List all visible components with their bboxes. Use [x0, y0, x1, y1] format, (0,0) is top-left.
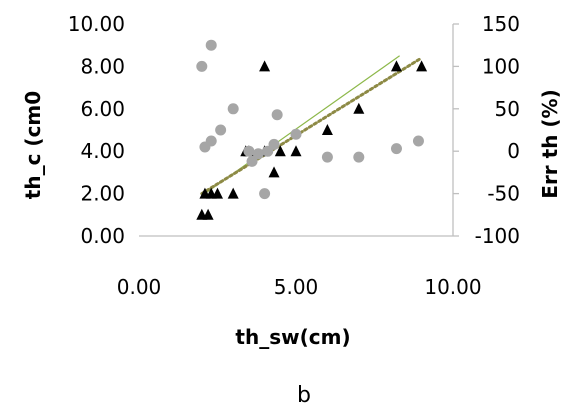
x-tick-label: 5.00 — [274, 275, 319, 299]
x-tick-label: 10.00 — [424, 275, 481, 299]
left-y-tick-label: 4.00 — [80, 139, 125, 163]
error-circle-point — [205, 39, 217, 51]
thickness-triangle-point — [390, 60, 402, 72]
thickness-triangle-point — [353, 102, 365, 114]
panel-caption: b — [297, 383, 311, 408]
error-circle-point — [246, 155, 258, 167]
right-y-tick-label: 100 — [482, 54, 520, 78]
error-circle-point — [268, 138, 280, 150]
thickness-triangle-point — [321, 124, 333, 135]
right-y-axis-title: Err th (%) — [538, 89, 562, 198]
thickness-triangle-point — [268, 166, 280, 178]
thickness-triangle-point — [416, 60, 428, 72]
right-y-tick-marks — [453, 23, 459, 237]
x-axis-title: th_sw(cm) — [235, 325, 350, 349]
x-tick-label: 0.00 — [117, 275, 162, 299]
thickness-triangle-point — [274, 145, 286, 157]
data-points — [196, 39, 428, 220]
error-circle-point — [321, 151, 333, 163]
error-circle-point — [196, 60, 208, 72]
error-circle-point — [243, 145, 255, 157]
left-y-axis-title: th_c (cm0 — [21, 91, 45, 199]
error-circle-point — [215, 124, 227, 136]
thickness-triangle-point — [290, 145, 302, 157]
thickness-triangle-point — [227, 187, 239, 199]
error-circle-point — [412, 135, 424, 147]
right-y-tick-label: -100 — [475, 224, 520, 248]
thickness-triangle-point — [259, 60, 271, 72]
error-circle-point — [353, 151, 365, 163]
left-y-tick-label: 2.00 — [80, 182, 125, 206]
trendlines — [200, 55, 424, 197]
error-circle-point — [290, 128, 302, 140]
left-y-tick-label: 0.00 — [80, 224, 125, 248]
right-y-tick-labels: -100 -50 0 50 100 150 — [475, 12, 520, 248]
error-circle-point — [205, 135, 217, 147]
error-circle-point — [390, 143, 402, 155]
thickness-triangle-point — [212, 187, 223, 199]
thickness-triangle-point — [202, 208, 214, 220]
left-y-tick-label: 8.00 — [80, 54, 125, 78]
x-tick-labels: 0.00 5.00 10.00 — [117, 275, 482, 299]
axes-layer: 0.00 5.00 10.00 0.002.004.006.008.0010.00 … — [68, 12, 520, 299]
error-circle-point — [227, 103, 239, 115]
left-y-tick-label: 10.00 — [68, 12, 125, 36]
left-y-tick-label: 6.00 — [80, 97, 125, 121]
error-circle-point — [271, 109, 283, 121]
dotted-trendline — [200, 56, 424, 196]
right-y-tick-label: 150 — [482, 12, 520, 36]
error-circle-point — [259, 188, 271, 200]
left-y-tick-labels: 0.00 2.00 4.00 6.00 8.00 10.00 — [68, 12, 125, 248]
error-circle-point — [252, 148, 264, 160]
right-y-tick-label: 50 — [495, 97, 520, 121]
right-y-tick-label: 0 — [507, 139, 520, 163]
right-y-tick-label: -50 — [487, 182, 520, 206]
